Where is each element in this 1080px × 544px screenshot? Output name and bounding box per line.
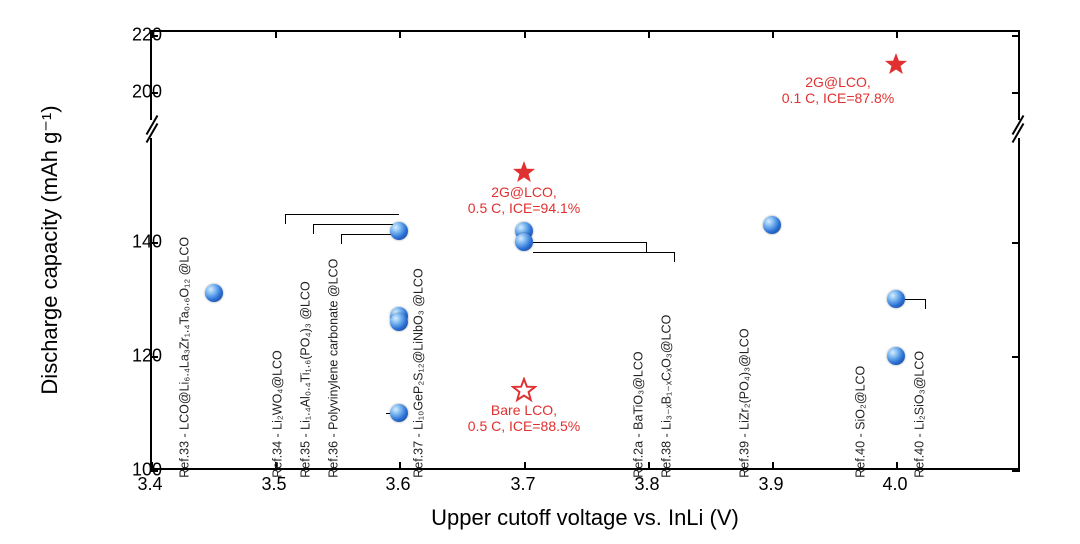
- x-tick: 3.6: [385, 474, 410, 495]
- ref-label: Ref.35 - Li₁.₄Al₀.₄Ti₁.₆(PO₄)₃ @LCO: [299, 281, 313, 477]
- ref-label: Ref.37 - Li₁₀GeP₂S₁₂@LiNbO₃ @LCO: [412, 268, 426, 477]
- data-point: [887, 290, 905, 308]
- ref-label: Ref.39 - LiZr₂(PO₄)₃@LCO: [738, 328, 752, 477]
- ref-label: Ref.34 - Li₂WO₄@LCO: [271, 350, 285, 478]
- axis-break-icon: [1009, 120, 1027, 138]
- star-marker: [511, 159, 537, 185]
- data-point: [887, 347, 905, 365]
- data-point: [390, 404, 408, 422]
- axis-break-icon: [143, 120, 161, 138]
- data-point: [515, 233, 533, 251]
- star-marker: [511, 377, 537, 403]
- ref-label: Ref.40 - SiO₂@LCO: [854, 366, 868, 478]
- y-axis-label: Discharge capacity (mAh g⁻¹): [37, 105, 63, 394]
- star-annotation: 2G@LCO, 0.1 C, ICE=87.8%: [782, 74, 894, 106]
- data-point: [763, 216, 781, 234]
- ref-label: Ref.40 - Li₂SiO₃@LCO: [913, 351, 927, 478]
- x-axis-label: Upper cutoff voltage vs. InLi (V): [431, 505, 739, 531]
- ref-label: Ref.36 - Polyvinylene carbonate @LCO: [327, 259, 341, 478]
- x-tick: 3.4: [137, 474, 162, 495]
- discharge-capacity-chart: Discharge capacity (mAh g⁻¹) Upper cutof…: [40, 10, 1040, 534]
- x-tick: 3.7: [510, 474, 535, 495]
- ref-label: Ref.33 - LCO@Li₆.₄La₃Zr₁.₄Ta₀.₆O₁₂ @LCO: [178, 237, 192, 478]
- data-point: [390, 313, 408, 331]
- ref-label: Ref.2a - BaTiO₃@LCO: [632, 351, 646, 477]
- x-tick: 4.0: [882, 474, 907, 495]
- data-point: [205, 284, 223, 302]
- star-annotation: 2G@LCO, 0.5 C, ICE=94.1%: [468, 184, 580, 216]
- plot-area: 2G@LCO, 0.5 C, ICE=94.1% Bare LCO, 0.5 C…: [150, 30, 1020, 470]
- star-annotation: Bare LCO, 0.5 C, ICE=88.5%: [468, 402, 580, 434]
- x-tick: 3.9: [758, 474, 783, 495]
- ref-label: Ref.38 - Li₃₋ₓB₁₋ₓCₓO₃@LCO: [660, 315, 674, 478]
- data-point: [390, 222, 408, 240]
